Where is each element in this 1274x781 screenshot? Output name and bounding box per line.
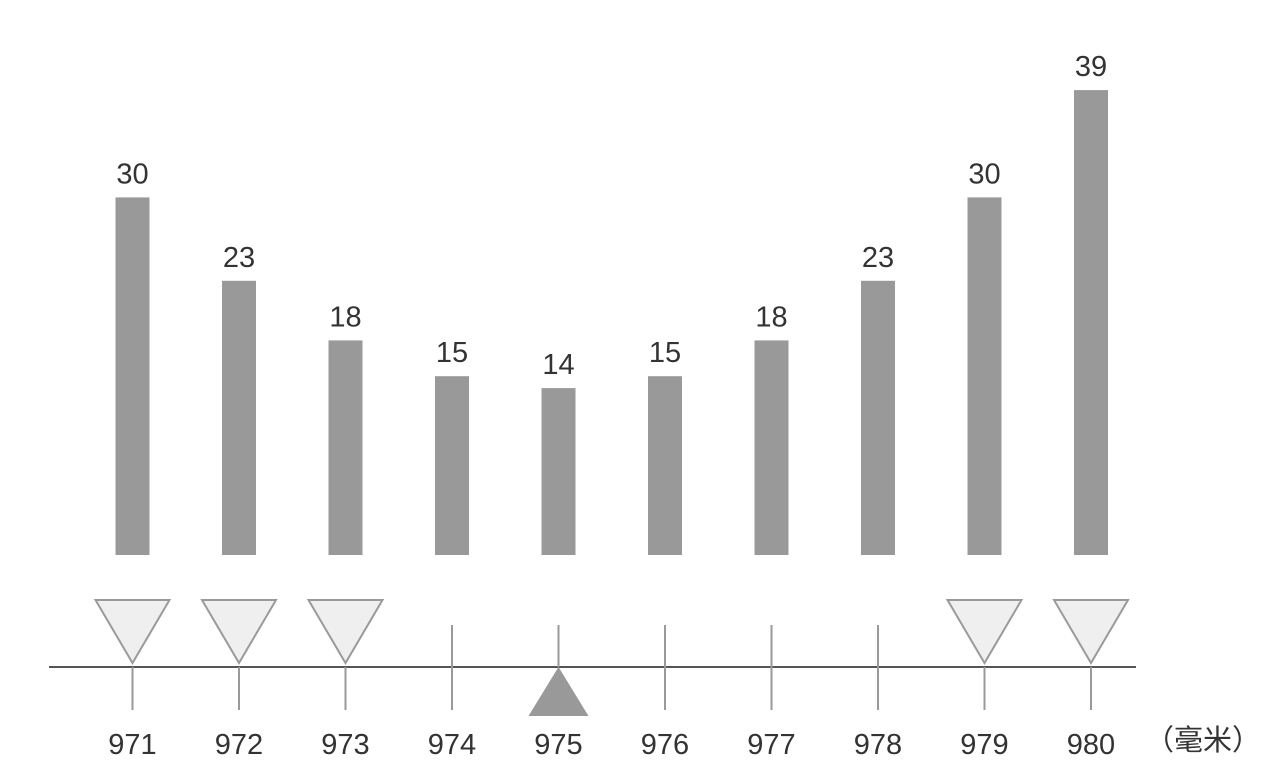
value-label-979: 30	[968, 158, 1000, 190]
tick-label-974: 974	[428, 729, 476, 761]
down-triangle-marker-980	[1052, 599, 1130, 665]
value-label-971: 30	[116, 158, 148, 190]
tick-label-972: 972	[215, 729, 263, 761]
markers-group	[93, 599, 1130, 716]
value-label-975: 14	[542, 349, 574, 381]
tick-label-973: 973	[321, 729, 369, 761]
value-label-972: 23	[223, 242, 255, 274]
value-label-973: 18	[329, 301, 361, 333]
bar-971	[115, 197, 150, 555]
value-label-974: 15	[436, 337, 468, 369]
value-label-976: 15	[649, 337, 681, 369]
ticks-group	[131, 625, 1092, 710]
bar-977	[754, 340, 789, 555]
down-triangle-marker-971	[93, 599, 172, 665]
tick-labels-group: 971 972 973 974 975 976 977 978 979 980	[108, 729, 1115, 761]
down-triangle-marker-972	[200, 599, 278, 665]
tick-label-980: 980	[1067, 729, 1115, 761]
bar-980	[1074, 90, 1108, 555]
value-label-980: 39	[1075, 51, 1107, 83]
down-triangle-marker-979	[945, 599, 1024, 665]
down-triangle-marker-973	[306, 599, 385, 665]
bar-972	[222, 280, 256, 555]
bar-979	[967, 197, 1002, 555]
bar-976	[648, 376, 682, 555]
tick-label-971: 971	[108, 729, 156, 761]
value-label-977: 18	[755, 301, 787, 333]
bars-group	[115, 90, 1108, 555]
tick-label-978: 978	[854, 729, 902, 761]
unit-label: （毫米）	[1145, 724, 1261, 757]
bar-974	[435, 376, 469, 555]
bar-973	[328, 340, 363, 555]
up-triangle-marker-975	[528, 667, 589, 716]
value-labels-group: 30 23 18 15 14 15 18 23 30 39	[116, 51, 1107, 381]
bar-975	[541, 388, 576, 555]
tick-label-977: 977	[747, 729, 795, 761]
value-label-978: 23	[862, 242, 894, 274]
tick-label-976: 976	[641, 729, 689, 761]
tick-label-975: 975	[534, 729, 582, 761]
tick-label-979: 979	[960, 729, 1008, 761]
bar-978	[861, 280, 895, 555]
